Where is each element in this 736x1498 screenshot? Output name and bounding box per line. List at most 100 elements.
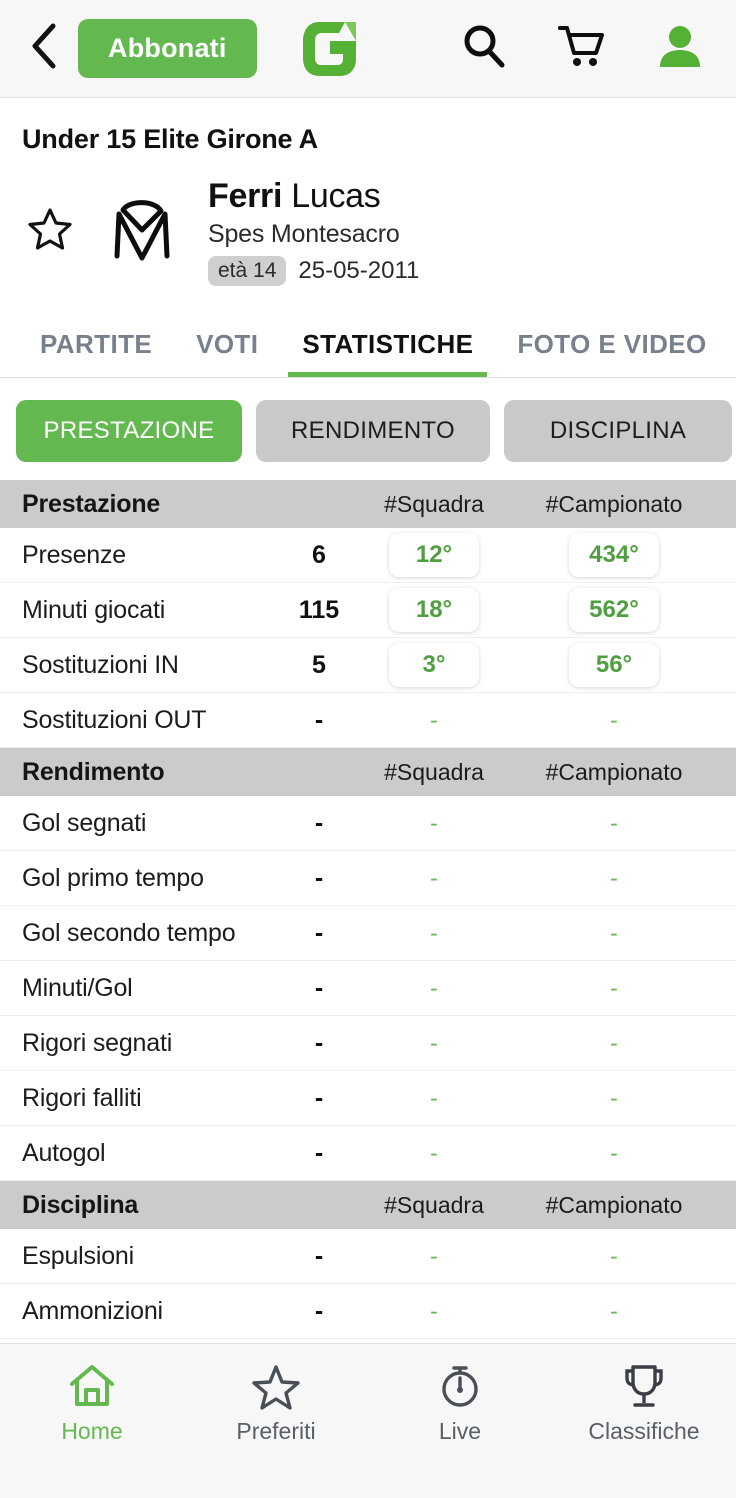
row-value: - xyxy=(314,918,324,947)
g-logo-icon[interactable] xyxy=(299,17,361,81)
table-row: Gol secondo tempo - - - xyxy=(0,906,736,962)
rank-empty-campionato: - xyxy=(610,974,618,1001)
tab-foto-e-video[interactable]: FOTO E VIDEO xyxy=(517,329,707,360)
player-identity-row: Ferri Lucas Spes Montesacro età 14 25-05… xyxy=(22,177,714,287)
top-bar: Abbonati xyxy=(0,0,736,98)
cell-campionato: - xyxy=(514,1030,714,1057)
nav-item-home[interactable]: Home xyxy=(0,1360,184,1498)
rank-empty-campionato: - xyxy=(610,809,618,836)
player-info: Ferri Lucas Spes Montesacro età 14 25-05… xyxy=(208,177,420,287)
row-value: - xyxy=(314,808,324,837)
row-value: - xyxy=(314,973,324,1002)
nav-label-classifiche: Classifiche xyxy=(588,1418,700,1444)
cell-campionato: - xyxy=(514,1243,714,1270)
rank-empty-squadra: - xyxy=(430,1242,438,1269)
rank-empty-campionato: - xyxy=(610,1139,618,1166)
cell-campionato: 56° xyxy=(514,643,714,688)
cell-squadra: - xyxy=(354,810,514,837)
nav-item-preferiti[interactable]: Preferiti xyxy=(184,1360,368,1498)
cell-campionato: - xyxy=(514,920,714,947)
back-button[interactable] xyxy=(22,19,66,79)
nav-label-home: Home xyxy=(61,1418,123,1444)
row-label: Minuti giocati xyxy=(22,595,166,624)
trophy-icon xyxy=(618,1360,670,1412)
table-row: Gol primo tempo - - - xyxy=(0,851,736,907)
rank-badge-squadra: 12° xyxy=(389,533,479,578)
cell-campionato: 562° xyxy=(514,588,714,633)
tab-partite[interactable]: PARTITE xyxy=(40,329,153,360)
table-row: Presenze 6 12° 434° xyxy=(0,528,736,584)
rank-badge-squadra: 3° xyxy=(389,643,479,688)
section-title: Rendimento xyxy=(22,757,165,786)
segment-prestazione[interactable]: PRESTAZIONE xyxy=(16,400,242,463)
segment-rendimento[interactable]: RENDIMENTO xyxy=(256,400,490,463)
table-row: Minuti giocati 115 18° 562° xyxy=(0,583,736,639)
search-button[interactable] xyxy=(454,19,514,79)
nav-item-classifiche[interactable]: Classifiche xyxy=(552,1360,736,1498)
cart-button[interactable] xyxy=(552,19,612,79)
column-header-campionato: #Campionato xyxy=(545,490,683,517)
segment-disciplina[interactable]: DISCIPLINA xyxy=(504,400,732,463)
row-value: - xyxy=(314,705,324,734)
cell-squadra: 3° xyxy=(354,643,514,688)
cell-campionato: - xyxy=(514,707,714,734)
row-value: - xyxy=(314,1241,324,1270)
rank-badge-campionato: 56° xyxy=(569,643,659,688)
profile-button[interactable] xyxy=(650,19,710,79)
favorite-button[interactable] xyxy=(22,206,78,257)
player-team: Spes Montesacro xyxy=(208,220,400,249)
tab-statistiche[interactable]: STATISTICHE xyxy=(280,312,495,378)
table-row: Sostituzioni OUT - - - xyxy=(0,693,736,749)
rank-empty-squadra: - xyxy=(430,809,438,836)
row-value: - xyxy=(314,1028,324,1057)
star-outline-icon xyxy=(27,206,73,257)
section-tabs: PARTITE VOTI STATISTICHE FOTO E VIDEO xyxy=(0,312,736,379)
row-label: Minuti/Gol xyxy=(22,973,133,1002)
cell-campionato: - xyxy=(514,975,714,1002)
row-label: Gol secondo tempo xyxy=(22,918,236,947)
tab-voti[interactable]: VOTI xyxy=(196,329,259,360)
age-badge: età 14 xyxy=(208,256,287,287)
club-badge[interactable] xyxy=(94,186,190,277)
nav-label-preferiti: Preferiti xyxy=(236,1418,316,1444)
rank-empty-squadra: - xyxy=(430,1029,438,1056)
player-birthdate: 25-05-2011 xyxy=(298,257,420,285)
rank-empty-campionato: - xyxy=(610,1242,618,1269)
row-label: Autogol xyxy=(22,1138,106,1167)
row-value: 5 xyxy=(312,650,326,679)
column-header-squadra: #Squadra xyxy=(384,1191,484,1218)
cell-squadra: - xyxy=(354,1030,514,1057)
cell-campionato: - xyxy=(514,1298,714,1325)
table-row: Ammonizioni - - - xyxy=(0,1284,736,1340)
cell-squadra: - xyxy=(354,1140,514,1167)
subscribe-button[interactable]: Abbonati xyxy=(78,19,257,78)
column-header-campionato: #Campionato xyxy=(545,1191,683,1218)
cell-squadra: - xyxy=(354,920,514,947)
cell-campionato: - xyxy=(514,1140,714,1167)
table-row: Minuti/Gol - - - xyxy=(0,961,736,1017)
nav-item-live[interactable]: Live xyxy=(368,1360,552,1498)
rank-empty-squadra: - xyxy=(430,1297,438,1324)
cell-squadra: - xyxy=(354,1085,514,1112)
stopwatch-icon xyxy=(434,1360,486,1412)
cell-squadra: - xyxy=(354,865,514,892)
table-row: Rigori falliti - - - xyxy=(0,1071,736,1127)
cell-campionato: - xyxy=(514,810,714,837)
cell-squadra: - xyxy=(354,707,514,734)
nav-label-live: Live xyxy=(438,1418,482,1444)
search-icon xyxy=(461,23,507,74)
player-name: Ferri Lucas xyxy=(208,177,419,216)
rank-empty-campionato: - xyxy=(610,919,618,946)
table-row: Sostituzioni IN 5 3° 56° xyxy=(0,638,736,694)
player-firstname: Lucas xyxy=(291,177,381,215)
spes-montesacro-crest-icon xyxy=(99,186,185,277)
cell-squadra: 12° xyxy=(354,533,514,578)
rank-badge-squadra: 18° xyxy=(389,588,479,633)
player-header: Under 15 Elite Girone A Ferri xyxy=(0,98,736,297)
rank-empty-campionato: - xyxy=(610,864,618,891)
section-header: Prestazione #Squadra #Campionato xyxy=(0,480,736,529)
rank-empty-squadra: - xyxy=(430,919,438,946)
section-title: Disciplina xyxy=(22,1190,139,1219)
row-label: Sostituzioni OUT xyxy=(22,705,207,734)
